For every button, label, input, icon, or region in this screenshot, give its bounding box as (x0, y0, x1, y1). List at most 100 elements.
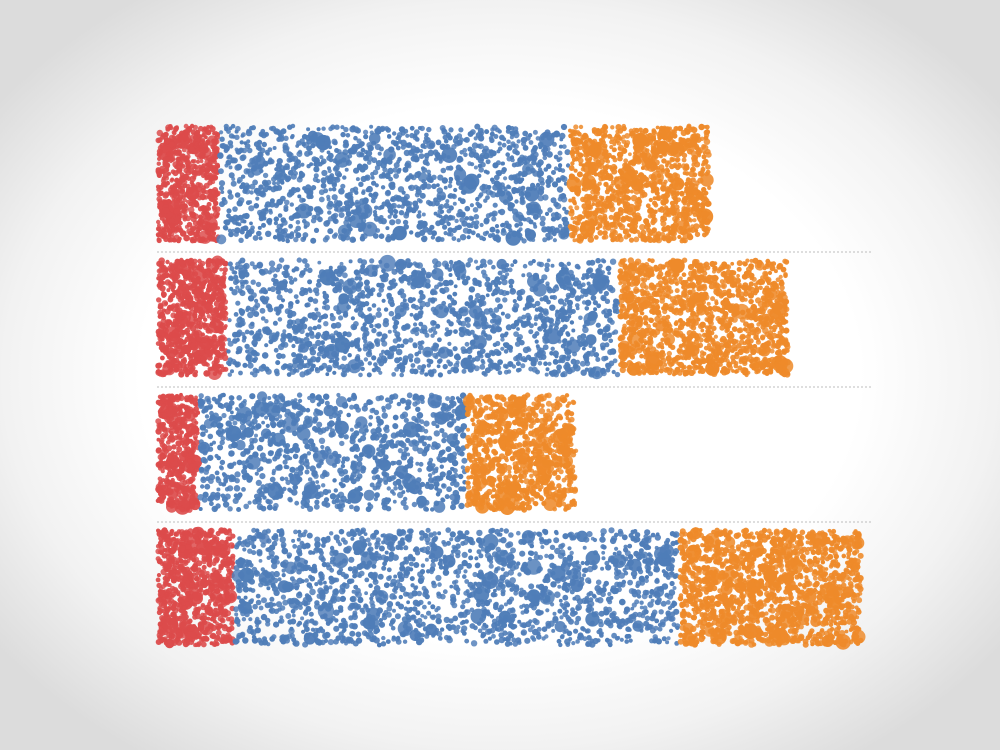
dot-blue (604, 342, 610, 348)
dot-blue (232, 331, 238, 338)
dot-blue (595, 257, 601, 264)
dot-blue (328, 187, 333, 192)
dot-blue (421, 235, 428, 243)
dot-red (202, 272, 208, 279)
dot-blue (464, 216, 470, 221)
dot-blue (231, 228, 235, 233)
dot-orange (573, 168, 578, 173)
dot-orange (705, 164, 711, 170)
dot-red (172, 321, 178, 328)
dot-blue (397, 186, 405, 193)
dot-blue (239, 317, 245, 323)
dot-blue (373, 362, 378, 367)
dot-blue (329, 173, 335, 178)
dot-blue (405, 133, 410, 138)
dot-red (186, 221, 193, 228)
dot-blue (467, 354, 473, 360)
dot-blue (361, 218, 367, 224)
dot-red (155, 137, 162, 144)
dot-blue (377, 151, 382, 156)
dot-blue (470, 129, 476, 135)
dot-orange (626, 233, 632, 238)
dot-blue (544, 372, 549, 377)
dot-blue (483, 152, 490, 160)
dot-blue (424, 282, 431, 289)
dot-red (170, 186, 178, 194)
dot-orange (568, 133, 573, 139)
dot-blue (343, 310, 349, 316)
dot-blue (400, 139, 407, 147)
dot-blue (264, 343, 269, 348)
dot-blue (383, 160, 388, 165)
dot-blue (353, 135, 358, 141)
dot-blue (420, 183, 427, 191)
dot-blue (306, 127, 311, 132)
dot-blue (497, 188, 503, 194)
dot-blue (475, 233, 481, 238)
dot-red (168, 124, 173, 129)
dot-blue (492, 184, 499, 191)
dot-blue (241, 338, 247, 343)
dot-blue (492, 162, 499, 169)
dot-blue (372, 233, 379, 239)
dot-blue (262, 186, 269, 193)
dot-blue (230, 157, 237, 164)
dot-blue (517, 367, 522, 372)
dot-orange (589, 145, 595, 151)
dot-orange (701, 205, 706, 210)
dot-blue (273, 306, 279, 312)
dot-blue (235, 300, 241, 306)
dot-blue (252, 264, 258, 270)
dot-orange (667, 160, 672, 165)
dot-blue (352, 186, 359, 192)
dot-blue (238, 197, 245, 204)
dot-red (177, 236, 182, 241)
dot-orange (651, 173, 656, 178)
dot-blue (306, 190, 313, 198)
dot-blue (398, 210, 405, 216)
dot-red (198, 144, 204, 150)
dot-red (195, 159, 201, 164)
dot-blue (490, 327, 497, 334)
dot-orange (627, 180, 633, 186)
dot-blue (452, 137, 459, 144)
dot-orange (681, 157, 687, 163)
dot-blue (297, 194, 302, 199)
dot-blue (533, 316, 539, 322)
dot-blue (294, 340, 299, 345)
dot-blue (412, 261, 418, 266)
dot-blue (419, 149, 424, 153)
dot-blue (436, 194, 442, 200)
dot-orange (633, 236, 640, 243)
dot-orange (697, 147, 704, 154)
dot-blue (289, 202, 294, 207)
dot-red (158, 149, 164, 155)
dot-red (199, 166, 204, 172)
dot-red (173, 367, 179, 373)
dot-blue (542, 194, 549, 201)
dot-red (206, 155, 212, 161)
dot-blue (323, 220, 330, 227)
dot-blue (347, 197, 354, 204)
dot-blue (516, 327, 520, 331)
dot-blue (255, 156, 262, 163)
dot-blue (235, 279, 240, 284)
dot-blue (474, 220, 480, 226)
bar-segment-red-row-1 (155, 123, 221, 244)
dot-blue (276, 181, 281, 186)
dot-blue (304, 302, 310, 308)
dot-orange (597, 181, 602, 186)
dot-red (200, 205, 207, 212)
dot-blue (506, 191, 511, 196)
dot-blue (378, 233, 385, 239)
dot-orange (648, 197, 653, 203)
dot-red (211, 237, 216, 242)
dot-blue (493, 134, 499, 139)
dot-blue (440, 195, 446, 201)
dot-blue (511, 189, 517, 195)
dot-blue (562, 302, 567, 307)
dot-blue (331, 186, 337, 192)
dot-orange (645, 203, 651, 209)
dot-blue (331, 194, 338, 201)
dot-red (210, 227, 215, 232)
